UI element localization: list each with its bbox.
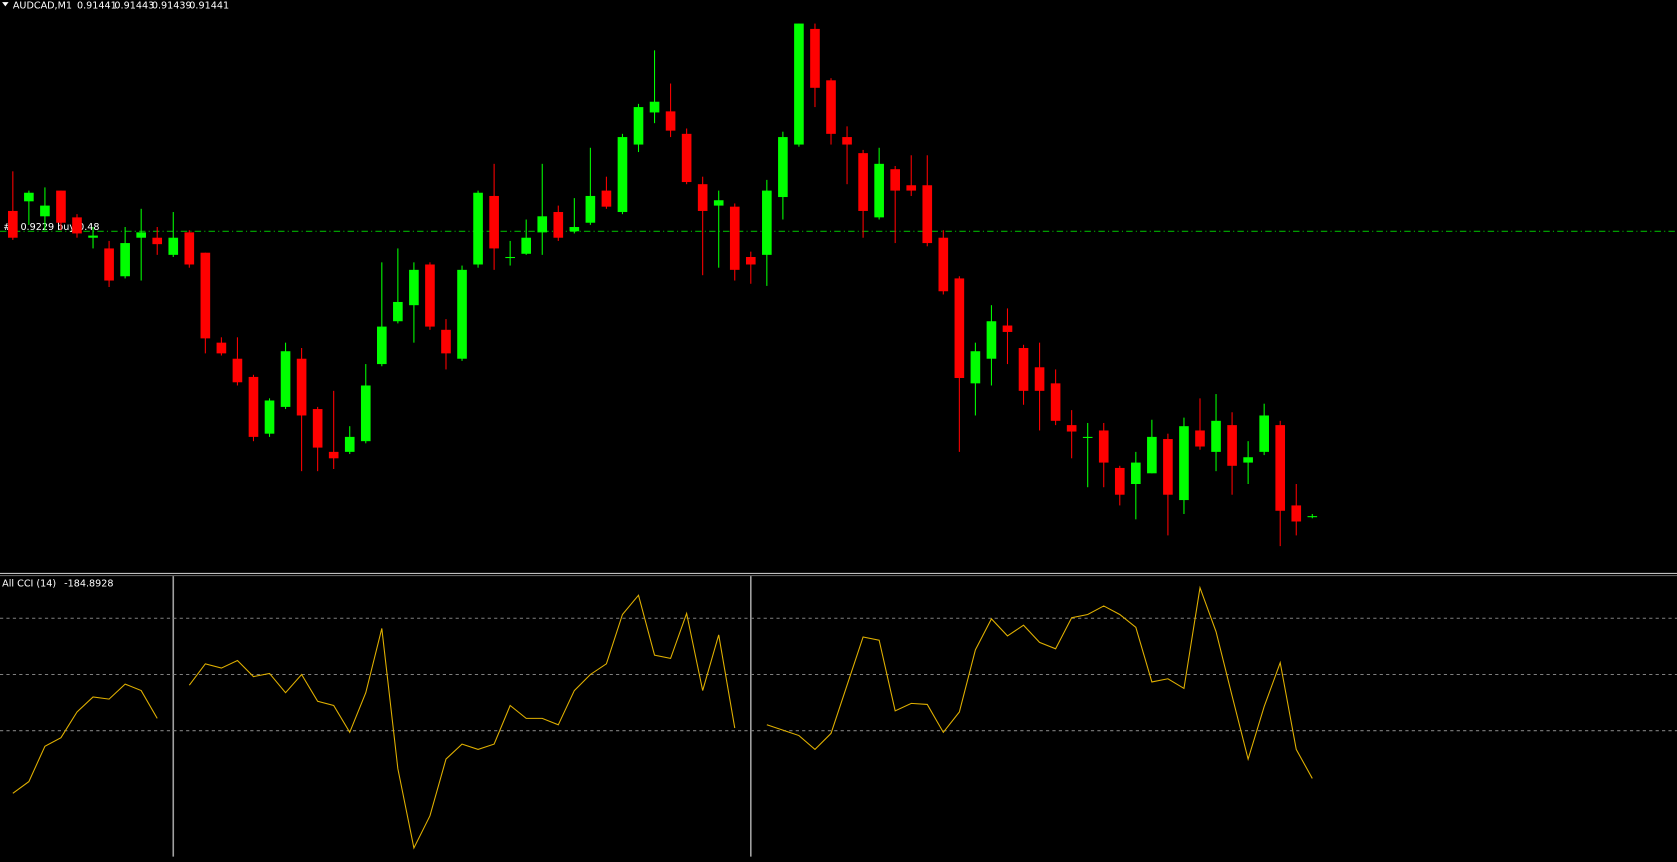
candle-body (377, 326, 387, 365)
candle-body (1098, 430, 1109, 463)
candle-body (729, 206, 740, 270)
candle-body (409, 269, 419, 306)
high-price: 0.91443 (114, 0, 154, 11)
candle-body (216, 342, 227, 354)
candle-body (1018, 348, 1029, 391)
candle-body (906, 185, 917, 191)
candle-body (425, 264, 435, 327)
candle-body (489, 195, 499, 249)
candle-body (56, 190, 66, 223)
candle-body (713, 200, 724, 206)
candle-body (762, 190, 772, 255)
low-price: 0.91439 (152, 0, 192, 11)
candle-body (601, 190, 612, 207)
candle-body (441, 329, 451, 354)
candle-body (521, 237, 532, 254)
candle-body (1131, 462, 1141, 485)
candle-body (537, 216, 548, 233)
candle-body (1179, 426, 1189, 501)
candle-body (826, 80, 836, 134)
candle-body (553, 212, 564, 238)
candle-body (1211, 420, 1221, 452)
candle-body (569, 227, 580, 232)
close-price: 0.91441 (189, 0, 229, 11)
candle-body (585, 195, 596, 223)
candle-body (104, 248, 114, 281)
candle-body (360, 385, 371, 442)
candle-body (922, 185, 933, 244)
order-label: #1 0.9229 buy 0.48 (3, 222, 99, 233)
candle-body (328, 451, 339, 459)
open-price: 0.91441 (77, 0, 117, 11)
candle-body (248, 376, 259, 437)
candle-body (184, 232, 195, 265)
candle-body (986, 321, 997, 359)
candle-body (296, 358, 307, 416)
candle-body (1082, 436, 1093, 438)
candle-body (200, 252, 211, 339)
candle-body (136, 232, 146, 238)
menu-triangle[interactable] (2, 2, 9, 7)
candle-body (681, 133, 692, 183)
candle-body (1066, 425, 1077, 432)
candle-body (152, 237, 163, 245)
candle-body (1034, 367, 1045, 391)
candle-body (874, 163, 884, 218)
candle-body (72, 217, 82, 234)
candle-body (1195, 430, 1205, 447)
candle-body (858, 153, 868, 211)
candle-body (24, 192, 34, 202)
candle-body (954, 278, 965, 378)
candle-body (1275, 425, 1286, 511)
candle-body (264, 400, 275, 434)
candle-body (649, 101, 660, 113)
candle-body (810, 28, 820, 88)
candle-body (1050, 383, 1061, 421)
candle-body (88, 235, 98, 238)
candle-body (1243, 457, 1253, 463)
candle-body (312, 409, 323, 448)
candle-body (697, 184, 708, 211)
candle-body (40, 205, 50, 217)
candle-body (1307, 516, 1318, 518)
cci-line (12, 585, 1313, 850)
candle-body (232, 358, 243, 383)
candle-body (1227, 425, 1237, 466)
candle-body (938, 237, 949, 292)
candle-body (168, 237, 179, 255)
indicator-value: -184.8928 (64, 579, 113, 590)
candle-body (665, 111, 676, 131)
candle-body (280, 351, 291, 407)
symbol-title: AUDCAD,M1 (13, 0, 72, 11)
candle-body (1002, 325, 1013, 332)
candle-body (344, 436, 355, 452)
candle-body (1114, 467, 1125, 495)
candle-body (1147, 436, 1157, 474)
candle-body (633, 107, 644, 145)
candle-body (745, 256, 756, 265)
candle-body (8, 210, 18, 238)
candle-body (457, 269, 467, 359)
candle-body (842, 137, 852, 145)
candle-body (970, 351, 981, 384)
candle-body (393, 301, 403, 322)
candle-body (890, 169, 900, 191)
candle-body (1291, 505, 1302, 522)
candle-body (505, 256, 515, 259)
indicator-title: All CCI (14) (2, 579, 56, 590)
candle-body (617, 137, 628, 213)
candle-body (473, 192, 483, 265)
candle-body (794, 23, 804, 145)
candle-body (1259, 415, 1269, 452)
candle-body (778, 137, 788, 198)
candle-body (120, 243, 130, 277)
candle-body (1163, 439, 1173, 495)
